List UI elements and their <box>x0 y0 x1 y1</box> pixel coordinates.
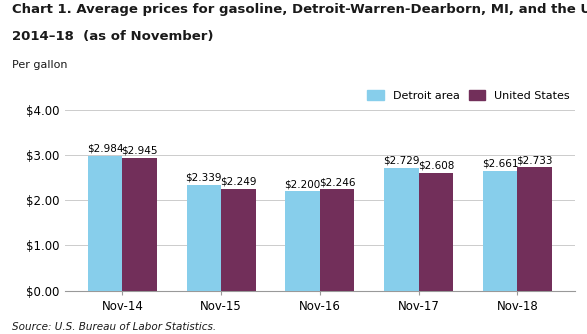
Bar <box>122 158 157 291</box>
Text: $2.729: $2.729 <box>383 155 420 165</box>
Bar <box>419 173 453 291</box>
Bar <box>320 189 355 291</box>
Bar <box>384 168 419 291</box>
Bar <box>187 185 221 291</box>
Text: $2.661: $2.661 <box>482 158 518 168</box>
Bar <box>221 189 256 291</box>
Text: $2.608: $2.608 <box>418 161 454 171</box>
Text: $2.246: $2.246 <box>319 177 356 187</box>
Text: $2.249: $2.249 <box>220 177 257 187</box>
Legend: Detroit area, United States: Detroit area, United States <box>367 90 570 101</box>
Text: Per gallon: Per gallon <box>12 60 68 70</box>
Bar <box>88 156 122 291</box>
Text: $2.733: $2.733 <box>517 155 553 165</box>
Text: Chart 1. Average prices for gasoline, Detroit-Warren-Dearborn, MI, and the Unite: Chart 1. Average prices for gasoline, De… <box>12 3 587 16</box>
Text: $2.339: $2.339 <box>185 173 222 183</box>
Text: 2014–18  (as of November): 2014–18 (as of November) <box>12 30 213 43</box>
Bar <box>483 171 518 291</box>
Bar <box>518 167 552 291</box>
Text: Source: U.S. Bureau of Labor Statistics.: Source: U.S. Bureau of Labor Statistics. <box>12 322 216 332</box>
Bar <box>285 191 320 291</box>
Text: $2.200: $2.200 <box>285 179 321 189</box>
Text: $2.945: $2.945 <box>122 146 158 156</box>
Text: $2.984: $2.984 <box>87 144 123 154</box>
